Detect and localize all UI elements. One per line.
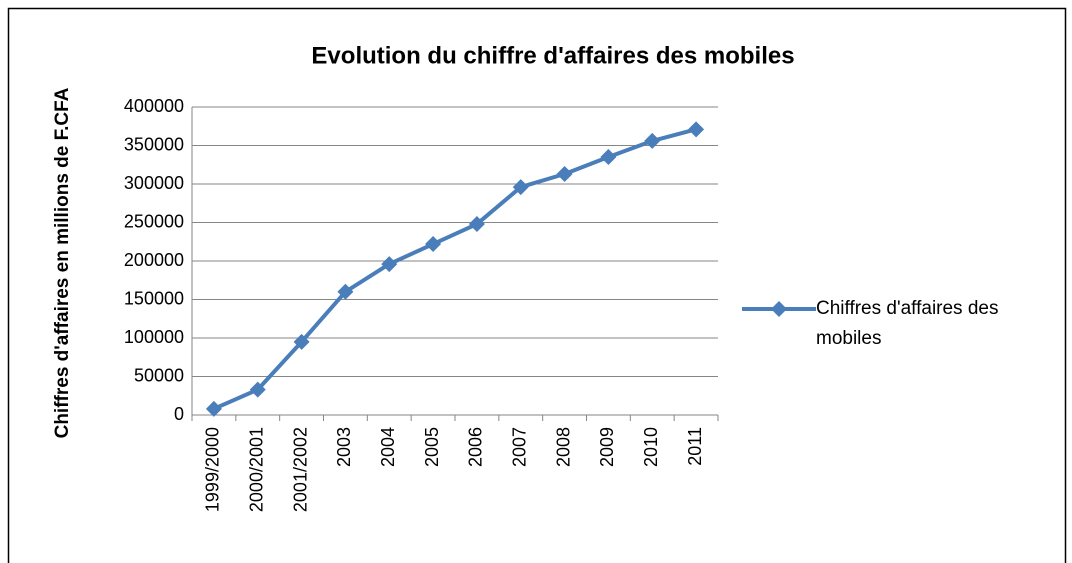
x-tick-label: 2009: [597, 427, 617, 467]
y-tick-label: 250000: [124, 211, 184, 231]
x-tick-label: 2007: [510, 427, 530, 467]
x-tick-label: 2010: [641, 427, 661, 467]
x-tick-label: 2011: [685, 427, 705, 466]
y-tick-label: 100000: [124, 327, 184, 347]
y-tick-label: 50000: [134, 365, 184, 385]
data-point: [205, 400, 222, 417]
chart-title: Evolution du chiffre d'affaires des mobi…: [311, 42, 794, 69]
y-tick-label: 400000: [124, 96, 184, 116]
data-point: [512, 179, 529, 196]
y-tick-label: 200000: [124, 250, 184, 270]
chart-border: [7, 7, 1067, 563]
data-point: [337, 283, 354, 300]
data-point: [293, 333, 310, 350]
legend-marker: [771, 301, 787, 317]
x-tick-label: 1999/2000: [203, 427, 223, 512]
y-tick-label: 300000: [124, 173, 184, 193]
data-point: [688, 121, 705, 138]
x-tick-label: 2004: [378, 427, 398, 467]
series-line: [213, 127, 697, 411]
x-tick-label: 2000/2001: [247, 427, 267, 512]
data-point: [425, 236, 442, 253]
y-tick-label: 350000: [124, 134, 184, 154]
y-tick-label: 150000: [124, 288, 184, 308]
data-point: [249, 381, 266, 398]
data-point: [468, 216, 485, 233]
x-tick-label: 2005: [422, 427, 442, 467]
y-tick-label: 0: [174, 404, 184, 424]
y-axis-title: Chiffres d'affaires en millions de F.CFA: [52, 87, 73, 438]
x-tick-label: 2008: [553, 427, 573, 467]
legend-label: Chiffres d'affaires des mobiles: [816, 298, 999, 349]
x-tick-label: 2006: [466, 427, 486, 467]
data-point: [644, 132, 661, 149]
x-tick-label: 2001/2002: [290, 427, 310, 512]
x-tick-label: 2003: [334, 427, 354, 467]
data-point: [381, 256, 398, 273]
data-point: [600, 149, 617, 166]
data-point: [556, 165, 573, 182]
